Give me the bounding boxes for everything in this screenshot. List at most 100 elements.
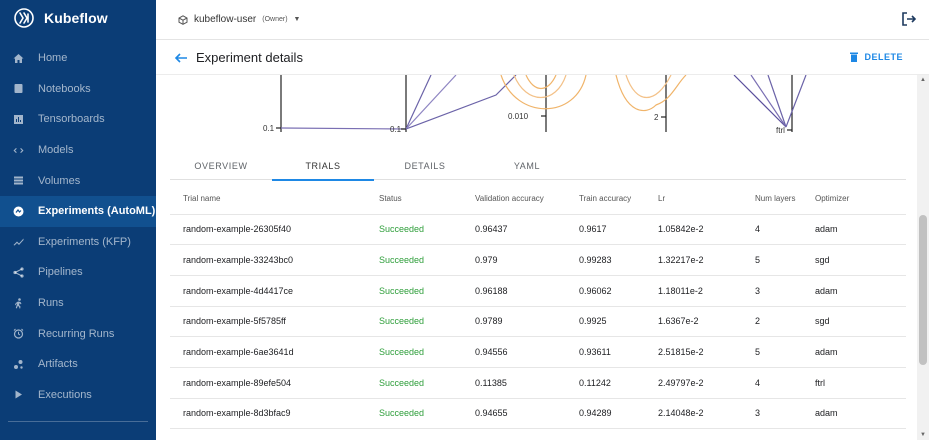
tab-trials[interactable]: TRIALS	[272, 151, 374, 181]
col-status[interactable]: Status	[379, 183, 475, 215]
sidebar-item-recurring-runs[interactable]: Recurring Runs	[0, 318, 156, 349]
namespace-selector[interactable]: kubeflow-user (Owner) ▼	[178, 14, 300, 25]
table-row[interactable]: random-example-8d3bfac9 Succeeded 0.94655 0…	[170, 398, 906, 430]
num-layers-cell: 3	[755, 275, 815, 307]
table-header-row: Trial name Status Validation accuracy Tr…	[170, 183, 906, 215]
col-trial-name[interactable]: Trial name	[170, 183, 379, 215]
sidebar-item-models[interactable]: Models	[0, 135, 156, 166]
axis-tick-label: ftrl	[776, 126, 785, 135]
sidebar-item-label: Executions	[38, 388, 92, 401]
page-header: Experiment details DELETE	[156, 41, 929, 75]
optimizer-cell: adam	[815, 398, 906, 430]
status-cell: Succeeded	[379, 306, 475, 338]
tab-details[interactable]: DETAILS	[404, 160, 446, 171]
executions-icon	[13, 389, 24, 400]
optimizer-cell: adam	[815, 275, 906, 307]
tab-yaml[interactable]: YAML	[513, 160, 541, 171]
scrollbar-thumb[interactable]	[919, 215, 927, 365]
table-row[interactable]: random-example-89efe504 Succeeded 0.11385 0…	[170, 367, 906, 399]
trial-name-cell[interactable]: random-example-8d3bfac9	[170, 398, 379, 430]
notebook-icon	[13, 83, 24, 94]
optimizer-cell: sgd	[815, 244, 906, 276]
lr-cell: 2.49797e-2	[658, 367, 755, 399]
sidebar-item-label: Pipelines	[38, 266, 83, 279]
trial-name-cell[interactable]: random-example-89efe504	[170, 367, 379, 399]
logout-icon[interactable]	[901, 11, 917, 27]
status-cell: Succeeded	[379, 367, 475, 399]
automl-icon	[13, 206, 24, 217]
table-row[interactable]: random-example-5f5785ff Succeeded 0.9789 0.…	[170, 306, 906, 338]
sidebar-item-artifacts[interactable]: Artifacts	[0, 349, 156, 380]
status-cell: Succeeded	[379, 275, 475, 307]
trial-name-cell[interactable]: random-example-33243bc0	[170, 244, 379, 276]
col-train-accuracy[interactable]: Train accuracy	[579, 183, 658, 215]
scroll-up-icon[interactable]: ▲	[920, 77, 926, 83]
trial-name-cell[interactable]: random-example-26305f40	[170, 214, 379, 246]
sidebar-item-label: Experiments (KFP)	[38, 235, 131, 248]
col-validation-accuracy[interactable]: Validation accuracy	[475, 183, 579, 215]
col-num-layers[interactable]: Num layers	[755, 183, 815, 215]
sidebar-item-volumes[interactable]: Volumes	[0, 165, 156, 196]
status-cell: Succeeded	[379, 336, 475, 368]
table-row[interactable]: random-example-4d4417ce Succeeded 0.96188 0…	[170, 275, 906, 307]
page-title: Experiment details	[196, 50, 303, 65]
status-cell: Succeeded	[379, 244, 475, 276]
sidebar-item-pipelines[interactable]: Pipelines	[0, 257, 156, 288]
lr-cell: 1.18011e-2	[658, 275, 755, 307]
back-arrow-icon[interactable]	[174, 51, 188, 65]
train-accuracy-cell: 0.96062	[579, 275, 658, 307]
recurring-runs-icon	[13, 328, 24, 339]
optimizer-cell: ftrl	[815, 367, 906, 399]
sidebar-item-notebooks[interactable]: Notebooks	[0, 74, 156, 105]
table-row[interactable]: random-example-33243bc0 Succeeded 0.979 0.9…	[170, 244, 906, 276]
sidebar-item-home[interactable]: Home	[0, 43, 156, 74]
trial-name-cell[interactable]: random-example-6ae3641d	[170, 336, 379, 368]
sidebar-item-label: Volumes	[38, 174, 81, 187]
sidebar-item-label: Notebooks	[38, 82, 91, 95]
validation-accuracy-cell: 0.94556	[475, 336, 579, 368]
chevron-down-icon: ▼	[293, 16, 301, 23]
train-accuracy-cell: 0.9617	[579, 214, 658, 246]
home-icon	[13, 53, 24, 64]
kubeflow-logo-icon	[14, 8, 34, 28]
brand[interactable]: Kubeflow	[0, 0, 156, 36]
train-accuracy-cell: 0.99283	[579, 244, 658, 276]
sidebar-item-tensorboards[interactable]: Tensorboards	[0, 104, 156, 135]
num-layers-cell: 4	[755, 367, 815, 399]
train-accuracy-cell: 0.11242	[579, 367, 658, 399]
optimizer-cell: adam	[815, 336, 906, 368]
sidebar-divider	[8, 421, 148, 422]
app-name: Kubeflow	[44, 10, 108, 26]
trials-table-body: random-example-26305f40 Succeeded 0.96437 0…	[170, 214, 906, 430]
lr-cell: 1.05842e-2	[658, 214, 755, 246]
delete-button[interactable]: DELETE	[850, 52, 903, 62]
col-optimizer[interactable]: Optimizer	[815, 183, 906, 215]
sidebar-nav: Home Notebooks Tensorboards Models Volumes Ex…	[0, 43, 156, 410]
scroll-down-icon[interactable]: ▼	[920, 432, 926, 438]
volumes-icon	[13, 175, 24, 186]
sidebar-item-label: Recurring Runs	[38, 327, 115, 340]
col-lr[interactable]: Lr	[658, 183, 755, 215]
sidebar-item-executions[interactable]: Executions	[0, 380, 156, 411]
sidebar-item-label: Tensorboards	[38, 113, 105, 126]
sidebar-item-experiments-automl[interactable]: Experiments (AutoML)	[0, 195, 156, 227]
tab-overview[interactable]: OVERVIEW	[194, 160, 248, 171]
vertical-scrollbar[interactable]: ▲ ▼	[917, 75, 929, 440]
models-icon	[13, 145, 24, 156]
validation-accuracy-cell: 0.96437	[475, 214, 579, 246]
status-cell: Succeeded	[379, 214, 475, 246]
num-layers-cell: 5	[755, 336, 815, 368]
topbar: kubeflow-user (Owner) ▼	[156, 0, 929, 40]
sidebar-item-runs[interactable]: Runs	[0, 288, 156, 319]
parallel-coordinates-chart: 0.1 0.1 0.010 2 ftrl	[156, 75, 917, 141]
sidebar-item-label: Models	[38, 144, 74, 157]
sidebar-item-experiments-kfp[interactable]: Experiments (KFP)	[0, 227, 156, 258]
trial-name-cell[interactable]: random-example-4d4417ce	[170, 275, 379, 307]
trial-name-cell[interactable]: random-example-5f5785ff	[170, 306, 379, 338]
tensorboard-icon	[13, 114, 24, 125]
trials-table: Trial name Status Validation accuracy Tr…	[170, 183, 906, 430]
axis-tick-label: 0.1	[263, 124, 275, 133]
table-row[interactable]: random-example-6ae3641d Succeeded 0.94556 0…	[170, 336, 906, 368]
table-row[interactable]: random-example-26305f40 Succeeded 0.96437 0…	[170, 214, 906, 246]
